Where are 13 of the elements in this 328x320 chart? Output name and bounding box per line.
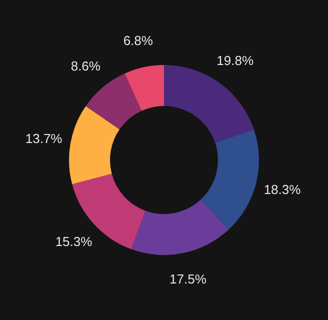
- data-label: 15.3%: [55, 234, 93, 250]
- donut-slice: [124, 65, 164, 111]
- donut-slice: [86, 74, 142, 130]
- data-label: 13.7%: [25, 131, 63, 146]
- donut-slice: [200, 130, 259, 230]
- donut-slice: [131, 200, 229, 255]
- data-label: 8.6%: [70, 58, 101, 74]
- donut-slice: [164, 65, 254, 143]
- data-label: 17.5%: [170, 272, 207, 287]
- donut-slice: [69, 106, 120, 184]
- data-label: 6.8%: [123, 32, 154, 48]
- data-label: 19.8%: [216, 52, 254, 68]
- data-label: 18.3%: [264, 182, 302, 197]
